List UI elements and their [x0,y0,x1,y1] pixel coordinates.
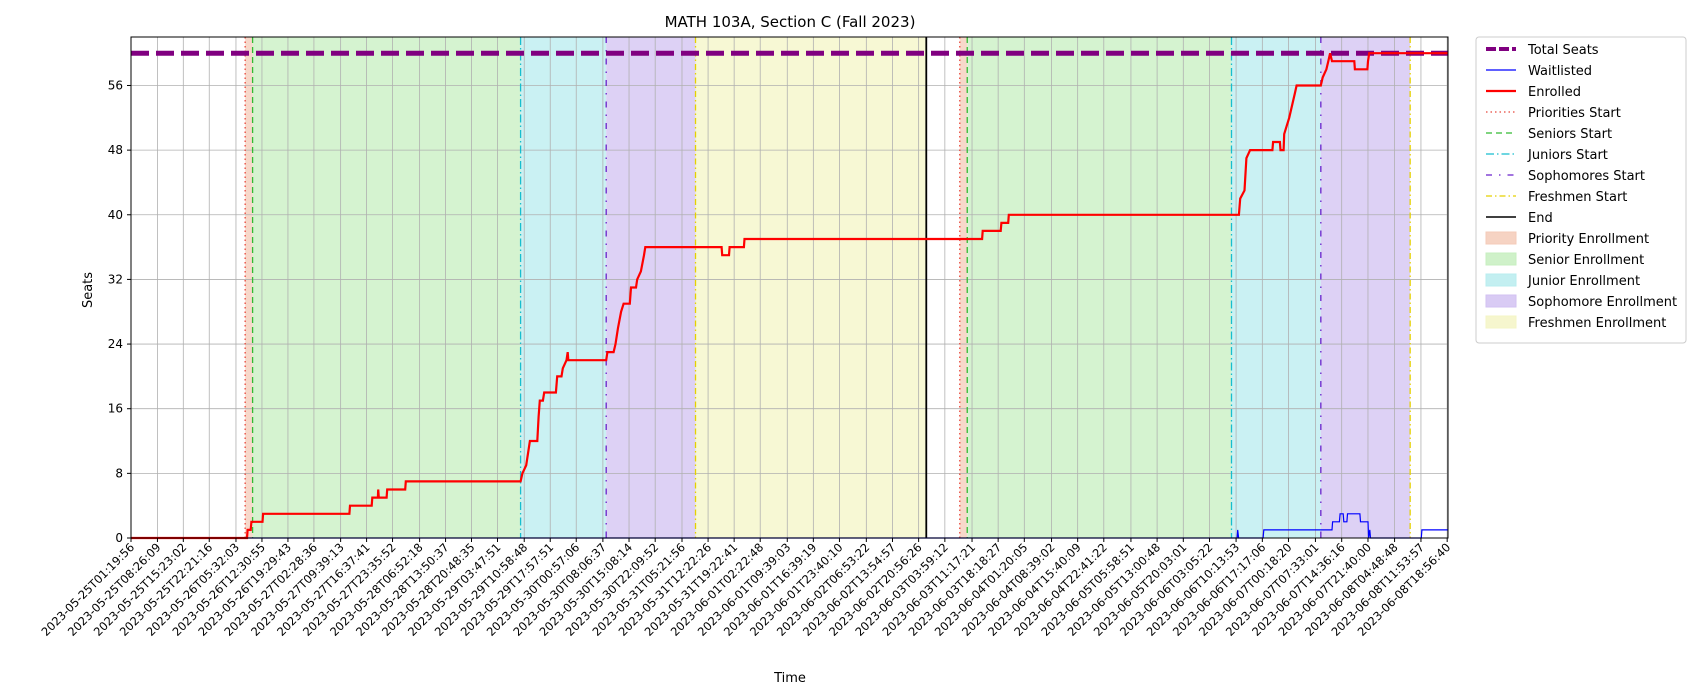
series-line [131,52,1448,540]
y-tick-label: 48 [108,143,123,157]
legend-label: Freshmen Enrollment [1528,316,1666,331]
legend-label: Total Seats [1527,43,1599,58]
y-tick-label: 8 [115,466,123,480]
legend-label: Juniors Start [1527,148,1608,163]
phase-band [245,37,253,538]
phase-band [959,37,968,538]
phase-start-markers [244,37,1411,538]
legend-swatch [1485,294,1517,308]
legend-label: Seniors Start [1528,127,1612,142]
y-tick-label: 0 [115,531,123,545]
grid-lines [130,37,1448,539]
phase-band [252,37,521,538]
phase-band [1320,37,1411,538]
y-tick-label: 40 [108,208,123,222]
y-axis-label: Seats [81,272,96,308]
y-tick-label: 24 [108,337,123,351]
legend-label: Sophomore Enrollment [1528,295,1677,310]
y-axis-ticks: 0 8 16 24 32 40 48 56 [108,78,131,545]
legend-label: Priorities Start [1528,106,1621,121]
y-tick-label: 32 [108,272,123,286]
legend-label: End [1528,211,1553,226]
legend-swatch [1485,231,1517,245]
phase-band [695,37,927,538]
legend-label: Enrolled [1528,85,1581,100]
phase-band [967,37,1232,538]
phase-band [606,37,696,538]
legend-box [1475,36,1687,344]
legend-label: Waitlisted [1528,64,1592,79]
legend-label: Junior Enrollment [1527,274,1640,289]
x-axis-ticks: 2023-05-25T01:19:562023-05-25T08:26:0920… [38,538,1453,639]
legend-label: Freshmen Start [1528,190,1627,205]
legend-label: Priority Enrollment [1528,232,1649,247]
legend: Total Seats Waitlisted Enrolled Priorities … [1475,36,1687,344]
chart-title: MATH 103A, Section C (Fall 2023) [665,13,916,31]
legend-swatch [1485,315,1517,329]
plot-area-frame [130,36,1449,539]
x-axis-label: Time [773,671,806,686]
y-tick-label: 56 [108,78,123,92]
phase-band [1231,37,1321,538]
phase-band [520,37,607,538]
legend-swatch [1485,252,1517,266]
legend-label: Senior Enrollment [1528,253,1644,268]
legend-label: Sophomores Start [1528,169,1645,184]
y-tick-label: 16 [108,402,123,416]
legend-swatch [1485,273,1517,287]
